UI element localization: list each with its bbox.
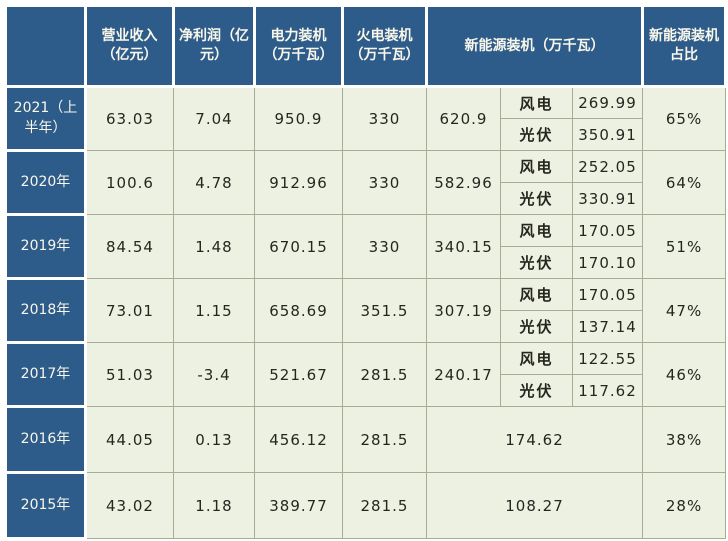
cell-revenue: 51.03 xyxy=(85,342,174,407)
solar-label: 光伏 xyxy=(500,246,573,279)
cell-thermal-capacity: 281.5 xyxy=(342,342,427,407)
year-cell-2017: 2017年 xyxy=(4,341,87,408)
cell-net-profit: 1.18 xyxy=(173,472,255,539)
cell-wind-value: 122.55 xyxy=(571,342,644,375)
cell-thermal-capacity: 281.5 xyxy=(342,472,427,539)
year-cell-2019: 2019年 xyxy=(4,213,87,280)
header-row: 营业收入（亿元） 净利润（亿元） 电力装机（万千瓦） 火电装机（万千瓦） 新能源… xyxy=(4,4,728,88)
cell-new-energy-ratio: 65% xyxy=(642,86,727,151)
table-row-2021-wind: 2021（上半年） 63.03 7.04 950.9 330 620.9 风电 … xyxy=(4,85,727,152)
cell-power-capacity: 658.69 xyxy=(254,278,343,343)
wind-label: 风电 xyxy=(500,342,573,375)
solar-label: 光伏 xyxy=(500,118,573,151)
cell-revenue: 44.05 xyxy=(85,406,174,473)
cell-new-energy-total: 307.19 xyxy=(426,278,501,343)
cell-net-profit: 7.04 xyxy=(173,86,255,151)
cell-net-profit: 1.15 xyxy=(173,278,255,343)
header-cell-net-profit: 净利润（亿元） xyxy=(172,4,256,88)
year-cell-2021: 2021（上半年） xyxy=(4,85,87,152)
table-row-2017-wind: 2017年 51.03 -3.4 521.67 281.5 240.17 风电 … xyxy=(4,341,727,408)
company-energy-financial-table: 营业收入（亿元） 净利润（亿元） 电力装机（万千瓦） 火电装机（万千瓦） 新能源… xyxy=(4,4,728,540)
table-row-2018-wind: 2018年 73.01 1.15 658.69 351.5 307.19 风电 … xyxy=(4,277,727,344)
cell-net-profit: 1.48 xyxy=(173,214,255,279)
cell-net-profit: 4.78 xyxy=(173,150,255,215)
cell-solar-value: 330.91 xyxy=(571,182,644,215)
cell-solar-value: 170.10 xyxy=(571,246,644,279)
solar-label: 光伏 xyxy=(500,182,573,215)
cell-power-capacity: 521.67 xyxy=(254,342,343,407)
year-cell-2018: 2018年 xyxy=(4,277,87,344)
cell-new-energy-ratio: 46% xyxy=(642,342,727,407)
cell-power-capacity: 912.96 xyxy=(254,150,343,215)
cell-revenue: 84.54 xyxy=(85,214,174,279)
wind-label: 风电 xyxy=(500,278,573,311)
cell-solar-value: 350.91 xyxy=(571,118,644,151)
table-row-2018-solar: 光伏 137.14 xyxy=(6,310,726,343)
cell-new-energy-total: 582.96 xyxy=(426,150,501,215)
table-row-2020-wind: 2020年 100.6 4.78 912.96 330 582.96 风电 25… xyxy=(4,149,727,216)
table-row-2019-solar: 光伏 170.10 xyxy=(6,246,726,279)
solar-label: 光伏 xyxy=(500,310,573,343)
wind-label: 风电 xyxy=(500,214,573,247)
cell-new-energy-ratio: 38% xyxy=(642,406,727,473)
cell-power-capacity: 950.9 xyxy=(254,86,343,151)
cell-revenue: 43.02 xyxy=(85,472,174,539)
cell-revenue: 100.6 xyxy=(85,150,174,215)
cell-new-energy-total: 240.17 xyxy=(426,342,501,407)
cell-net-profit: -3.4 xyxy=(173,342,255,407)
header-cell-new-energy-ratio: 新能源装机占比 xyxy=(641,4,728,88)
table-row-2021-solar: 光伏 350.91 xyxy=(6,118,726,151)
solar-label: 光伏 xyxy=(500,374,573,407)
header-cell-power-capacity: 电力装机（万千瓦） xyxy=(253,4,344,88)
cell-revenue: 63.03 xyxy=(85,86,174,151)
cell-thermal-capacity: 330 xyxy=(342,86,427,151)
cell-solar-value: 137.14 xyxy=(571,310,644,343)
cell-thermal-capacity: 330 xyxy=(342,214,427,279)
cell-new-energy-total-merged: 174.62 xyxy=(425,406,644,473)
cell-new-energy-total: 340.15 xyxy=(426,214,501,279)
cell-new-energy-ratio: 28% xyxy=(642,472,727,539)
cell-thermal-capacity: 330 xyxy=(342,150,427,215)
wind-label: 风电 xyxy=(500,86,573,119)
cell-new-energy-ratio: 51% xyxy=(642,214,727,279)
wind-label: 风电 xyxy=(500,150,573,183)
cell-new-energy-ratio: 47% xyxy=(642,278,727,343)
cell-thermal-capacity: 281.5 xyxy=(342,406,427,473)
header-cell-new-energy-capacity: 新能源装机（万千瓦） xyxy=(424,4,645,88)
cell-revenue: 73.01 xyxy=(85,278,174,343)
cell-power-capacity: 389.77 xyxy=(254,472,343,539)
cell-solar-value: 117.62 xyxy=(571,374,644,407)
cell-new-energy-total-merged: 108.27 xyxy=(425,472,644,539)
header-cell-revenue: 营业收入（亿元） xyxy=(84,4,175,88)
cell-power-capacity: 670.15 xyxy=(254,214,343,279)
cell-wind-value: 170.05 xyxy=(571,214,644,247)
cell-thermal-capacity: 351.5 xyxy=(342,278,427,343)
year-cell-2020: 2020年 xyxy=(4,149,87,216)
table-row-2016: 2016年 44.05 0.13 456.12 281.5 174.62 38% xyxy=(4,405,727,474)
cell-wind-value: 252.05 xyxy=(571,150,644,183)
cell-net-profit: 0.13 xyxy=(173,406,255,473)
header-cell-thermal-capacity: 火电装机（万千瓦） xyxy=(341,4,428,88)
table-row-2017-solar: 光伏 117.62 xyxy=(6,374,726,407)
cell-new-energy-total: 620.9 xyxy=(426,86,501,151)
cell-wind-value: 269.99 xyxy=(571,86,644,119)
cell-new-energy-ratio: 64% xyxy=(642,150,727,215)
cell-wind-value: 170.05 xyxy=(571,278,644,311)
year-cell-2016: 2016年 xyxy=(4,405,87,474)
table-row-2015: 2015年 43.02 1.18 389.77 281.5 108.27 28% xyxy=(4,471,727,540)
year-cell-2015: 2015年 xyxy=(4,471,87,540)
table-row-2019-wind: 2019年 84.54 1.48 670.15 330 340.15 风电 17… xyxy=(4,213,727,280)
header-cell-year-blank xyxy=(4,4,87,88)
cell-power-capacity: 456.12 xyxy=(254,406,343,473)
